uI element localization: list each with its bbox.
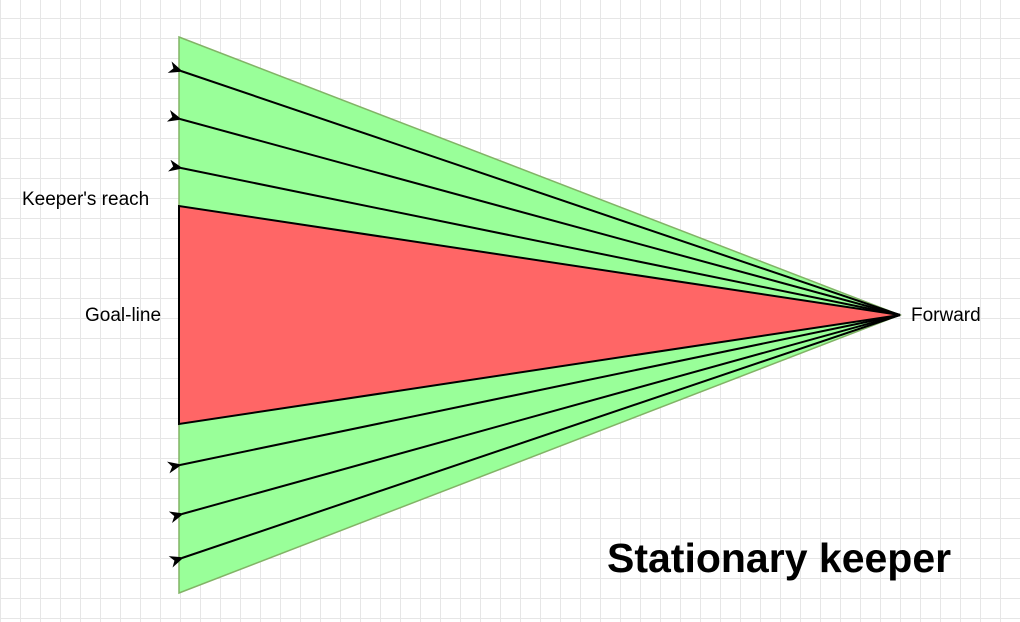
shot-arrow-2	[166, 110, 901, 316]
shot-arrow-5	[168, 314, 901, 523]
diagram-title: Stationary keeper	[607, 535, 952, 581]
shot-arrows	[166, 61, 901, 568]
shot-arrow-1	[167, 61, 901, 316]
shot-arrow-3	[168, 159, 901, 316]
forward-label: Forward	[911, 305, 981, 326]
shot-arrow-6	[168, 314, 901, 568]
shot-arrow-4	[167, 314, 901, 474]
goal-line-label: Goal-line	[85, 305, 162, 326]
keeper-coverage-area	[178, 204, 901, 426]
keepers-reach-label: Keeper's reach	[22, 189, 150, 210]
